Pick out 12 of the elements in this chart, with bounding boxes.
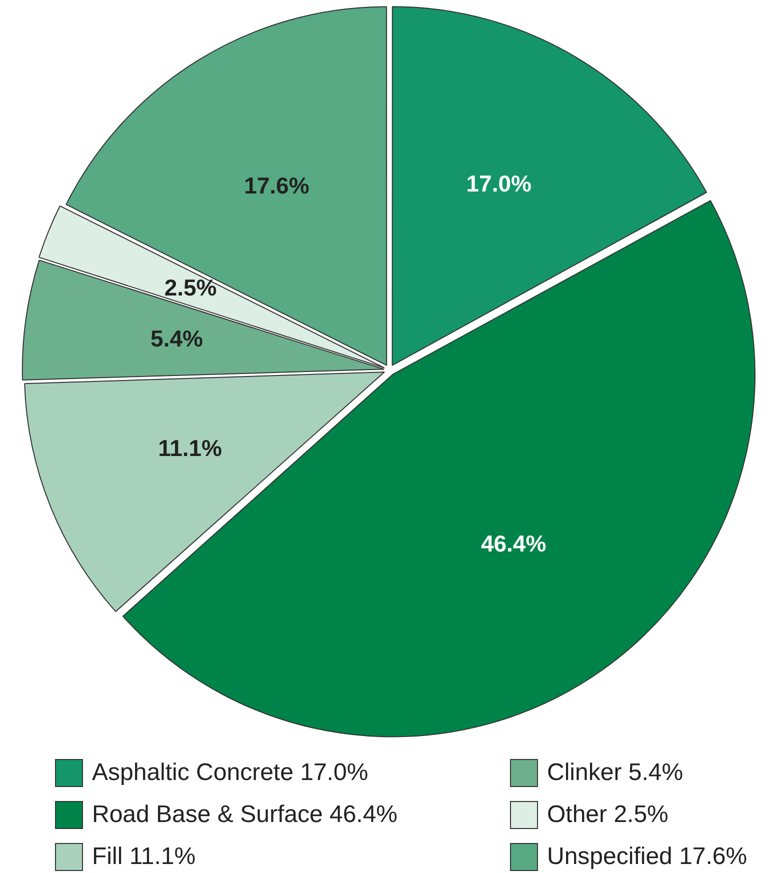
- legend-label: Road Base & Surface 46.4%: [92, 801, 398, 829]
- data-label: 2.5%: [164, 274, 217, 300]
- data-label: 17.0%: [466, 170, 532, 196]
- data-label: 5.4%: [150, 326, 203, 352]
- legend-label: Fill 11.1%: [92, 843, 196, 871]
- legend-label: Other 2.5%: [547, 801, 668, 829]
- data-label: 11.1%: [158, 435, 222, 462]
- legend-label: Asphaltic Concrete 17.0%: [92, 759, 368, 787]
- legend-label: Clinker 5.4%: [547, 759, 684, 787]
- data-label: 46.4%: [480, 530, 546, 557]
- legend-label: Unspecified 17.6%: [547, 843, 748, 871]
- data-label: 17.6%: [244, 172, 310, 199]
